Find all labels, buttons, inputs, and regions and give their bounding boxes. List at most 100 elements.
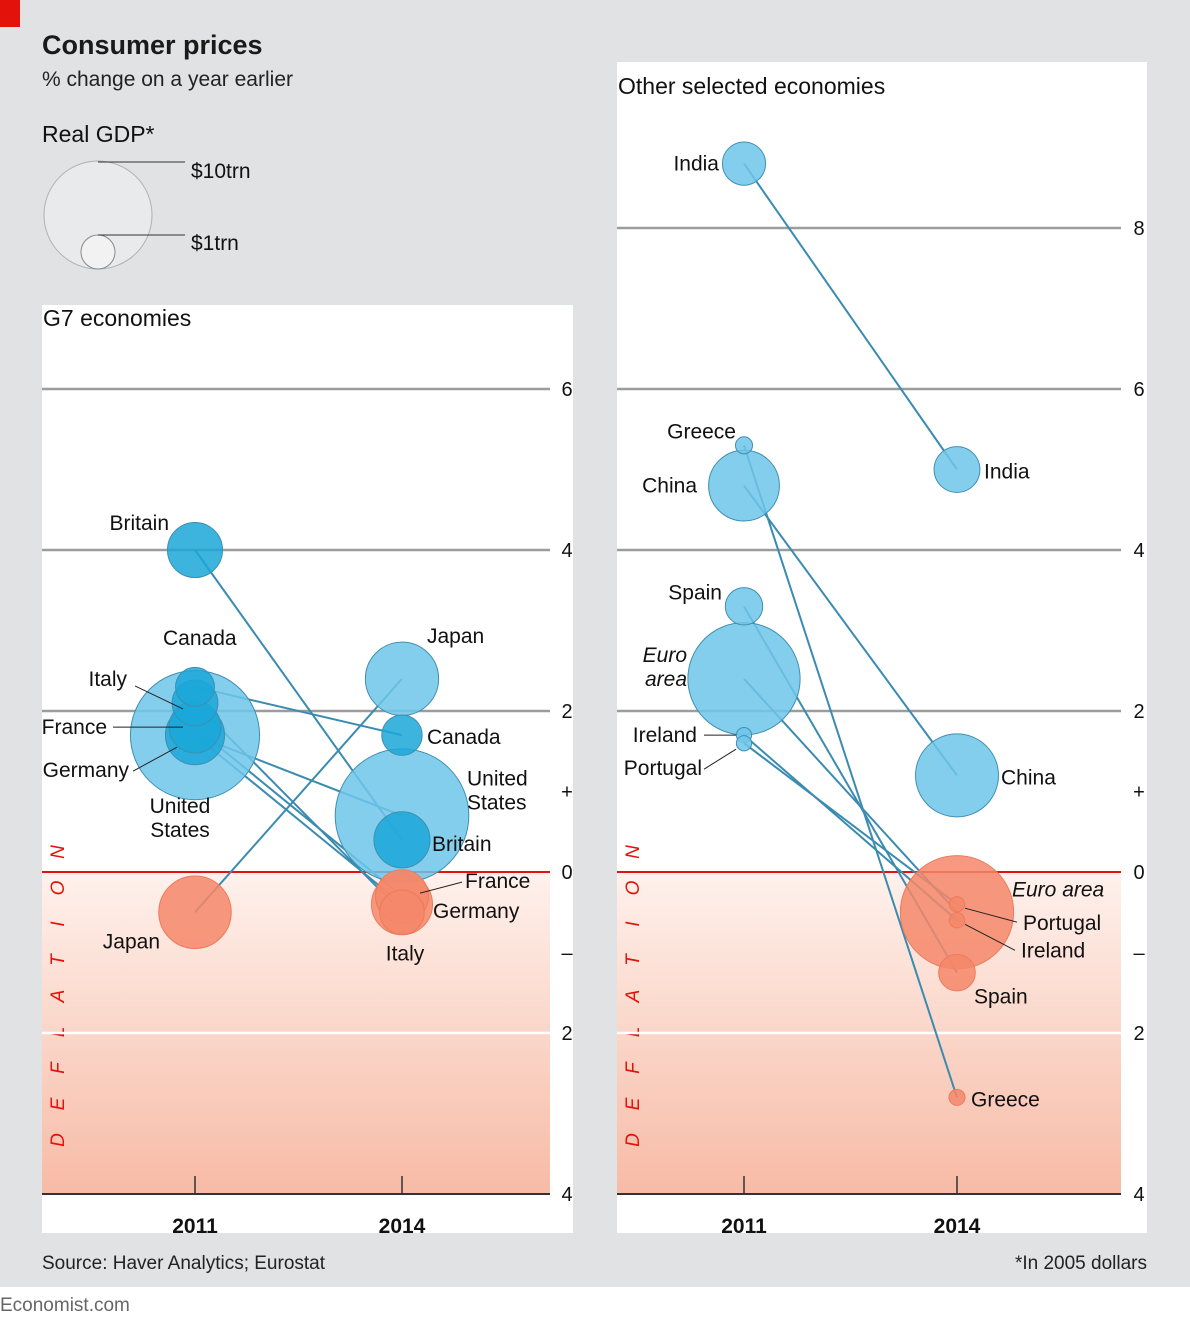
legend-small-circle <box>80 234 116 270</box>
point-label: Ireland <box>633 724 697 747</box>
bubble <box>373 811 431 869</box>
bubble <box>724 587 764 626</box>
bubble <box>915 733 999 818</box>
other-economies-panel: DEFLATIONOther selected economies8642+0–… <box>617 62 1147 1238</box>
x-tick-label: 2014 <box>379 1215 426 1238</box>
label-leader <box>703 748 737 770</box>
footnote: *In 2005 dollars <box>1015 1253 1147 1274</box>
deflation-label-letter: T <box>623 953 644 966</box>
point-label: area <box>645 668 687 691</box>
deflation-label-letter: E <box>48 1097 69 1110</box>
deflation-label-letter: F <box>48 1061 69 1074</box>
y-tick-label: 4 <box>1133 1184 1144 1206</box>
y-tick-label: – <box>561 943 573 965</box>
point-label: Canada <box>427 726 501 749</box>
point-label: Greece <box>667 420 736 443</box>
point-label: Japan <box>427 625 484 648</box>
point-label: Portugal <box>624 757 702 780</box>
point-label: India <box>673 153 719 176</box>
bubble <box>735 735 753 752</box>
brand-label: Economist.com <box>0 1295 130 1316</box>
label-leader <box>964 923 1016 951</box>
point-label: Germany <box>43 759 130 782</box>
point-label: Greece <box>971 1088 1040 1111</box>
bubble <box>166 521 224 579</box>
deflation-label-letter: O <box>623 880 644 895</box>
y-tick-label: 2 <box>1133 701 1144 723</box>
y-tick-label: 0 <box>1133 862 1144 884</box>
point-label: Canada <box>163 627 237 650</box>
deflation-label-letter: A <box>48 990 69 1004</box>
bubble <box>721 141 767 186</box>
point-label: United <box>467 768 528 791</box>
legend-title: Real GDP* <box>42 121 155 147</box>
y-tick-label: 4 <box>561 1184 572 1206</box>
point-label: China <box>1001 766 1056 789</box>
y-tick-label: + <box>1133 782 1145 804</box>
deflation-label-letter: T <box>48 953 69 966</box>
connector-line <box>743 163 958 471</box>
label-leader <box>964 907 1018 923</box>
bubble <box>708 449 780 522</box>
point-label: Spain <box>668 581 722 604</box>
deflation-label-letter: I <box>48 921 69 927</box>
bubble <box>158 875 232 949</box>
point-label: Germany <box>433 900 520 923</box>
point-label: Portugal <box>1023 912 1101 935</box>
bubble <box>175 666 215 707</box>
g7-panel: DEFLATIONG7 economies642+0–2420112014Bri… <box>42 305 573 1238</box>
deflation-label-letter: E <box>623 1097 644 1110</box>
point-label: France <box>465 870 530 893</box>
point-label: Euro area <box>1012 878 1104 901</box>
deflation-label-letter: A <box>623 990 644 1004</box>
x-tick-label: 2011 <box>721 1215 767 1238</box>
red-corner-tag <box>0 0 20 27</box>
point-label: Euro <box>643 644 688 667</box>
y-tick-label: 4 <box>1133 540 1144 562</box>
point-label: Japan <box>103 930 160 953</box>
panel-title: G7 economies <box>43 305 191 331</box>
bubble <box>379 889 425 936</box>
point-label: India <box>984 461 1030 484</box>
point-label: States <box>150 819 210 842</box>
source-note: Source: Haver Analytics; Eurostat <box>42 1253 326 1274</box>
y-tick-label: – <box>1133 943 1145 965</box>
bubble <box>687 622 801 736</box>
deflation-label-letter: N <box>48 845 69 859</box>
point-label: Italy <box>88 668 127 691</box>
chart-subtitle: % change on a year earlier <box>42 68 293 91</box>
bubble <box>948 1088 966 1106</box>
connector-line <box>194 678 403 913</box>
connector-line <box>743 485 958 776</box>
y-tick-label: 2 <box>561 1023 572 1045</box>
x-tick-label: 2014 <box>934 1215 981 1238</box>
point-label: Britain <box>109 512 169 535</box>
y-tick-label: 4 <box>561 540 572 562</box>
size-legend: Real GDP* $10trn $1trn <box>42 121 251 270</box>
point-label: Ireland <box>1021 939 1085 962</box>
y-tick-label: 6 <box>1133 379 1144 401</box>
label-leader <box>419 881 463 894</box>
y-tick-label: 6 <box>561 379 572 401</box>
bubble <box>734 436 754 455</box>
legend-small-label: $1trn <box>191 232 239 255</box>
y-tick-label: 2 <box>561 701 572 723</box>
point-label: Britain <box>432 833 492 856</box>
connector-line <box>743 445 958 1098</box>
y-tick-label: 0 <box>561 862 572 884</box>
chart-title: Consumer prices <box>42 30 263 60</box>
bubble <box>948 912 966 929</box>
deflation-label-letter: N <box>623 845 644 859</box>
deflation-label-letter: F <box>623 1061 644 1074</box>
point-label: France <box>42 716 107 739</box>
y-tick-label: + <box>561 782 573 804</box>
deflation-label-letter: D <box>48 1133 69 1147</box>
deflation-label-letter: O <box>48 880 69 895</box>
y-tick-label: 8 <box>1133 218 1144 240</box>
point-label: Italy <box>386 942 425 965</box>
label-leader <box>134 685 184 710</box>
point-label: China <box>642 475 697 498</box>
bubble <box>933 446 981 493</box>
point-label: Spain <box>974 986 1028 1009</box>
